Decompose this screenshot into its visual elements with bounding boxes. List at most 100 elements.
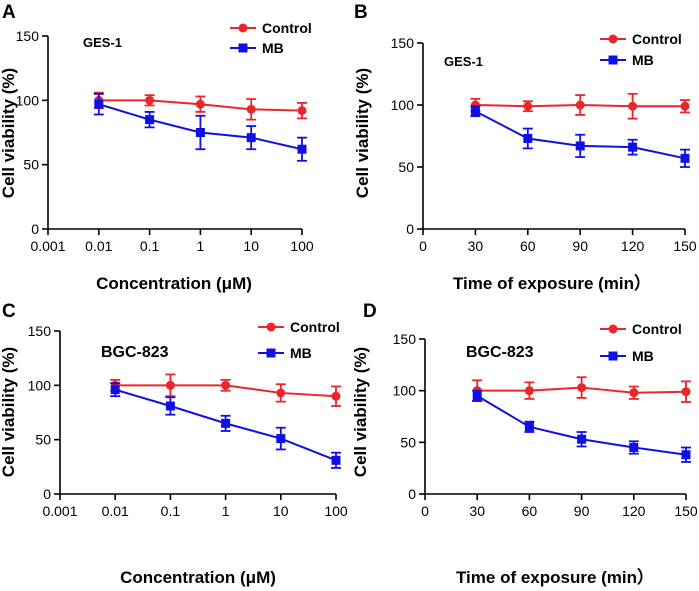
data-point	[331, 391, 341, 401]
data-point	[165, 380, 175, 390]
legend-marker	[608, 324, 618, 334]
x-tick-label: 100	[290, 238, 314, 254]
data-point	[523, 101, 533, 111]
x-tick-label: 60	[520, 238, 536, 254]
data-point	[629, 443, 639, 452]
x-axis-label: Time of exposure (min）	[453, 273, 651, 293]
cell-line-title: BGC-823	[466, 344, 534, 361]
y-axis-label: Cell viability (%)	[0, 68, 18, 198]
series-control	[472, 376, 691, 403]
legend-label: MB	[290, 345, 312, 361]
cell-line-title: GES-1	[83, 35, 122, 50]
y-tick-label: 50	[400, 434, 416, 450]
legend: Control MB	[258, 319, 340, 361]
data-point	[470, 106, 480, 116]
legend-marker	[266, 348, 276, 358]
data-point	[577, 383, 587, 393]
data-point	[246, 133, 256, 143]
x-tick-label: 150	[673, 238, 697, 254]
data-point	[276, 388, 286, 398]
data-point	[524, 422, 534, 432]
legend: Control MB	[230, 20, 312, 56]
x-tick-label: 0.001	[42, 503, 77, 519]
y-tick-label: 0	[408, 486, 416, 502]
x-tick-label: 30	[468, 238, 484, 254]
x-tick-label: 60	[522, 503, 538, 519]
x-tick-label: 0.1	[161, 503, 181, 519]
legend-marker	[238, 23, 248, 33]
legend-label: MB	[632, 348, 654, 364]
legend-label: Control	[262, 20, 312, 36]
panel-letter: B	[354, 2, 368, 23]
cell-line-title: BGC-823	[101, 344, 169, 361]
data-point	[680, 153, 690, 163]
panel-letter: A	[2, 2, 16, 23]
data-point	[681, 450, 691, 460]
data-point	[246, 104, 256, 114]
x-tick-label: 100	[324, 503, 348, 519]
series-control	[470, 92, 690, 120]
legend-label: Control	[290, 319, 340, 335]
y-tick-label: 100	[28, 377, 52, 393]
x-tick-label: 90	[574, 503, 590, 519]
x-tick-label: 1	[222, 503, 230, 519]
data-point	[297, 144, 307, 154]
data-point	[110, 385, 120, 395]
y-axis-label: Cell viability (%)	[353, 68, 372, 198]
series-mb	[93, 93, 307, 162]
data-point	[680, 101, 690, 111]
x-tick-label: 0	[419, 238, 427, 254]
x-tick-label: 10	[243, 238, 259, 254]
y-tick-label: 0	[406, 221, 414, 237]
legend-marker	[608, 351, 618, 361]
y-tick-label: 100	[16, 92, 40, 108]
legend-label: MB	[262, 40, 284, 56]
data-point	[195, 128, 205, 137]
panel-b: B 0 50 100 150 0 30 60 90 120 150 Cell viability (%…	[353, 2, 697, 293]
legend: Control MB	[600, 31, 682, 68]
y-tick-label: 150	[16, 28, 40, 44]
data-point	[276, 434, 286, 444]
data-point	[94, 99, 104, 109]
y-tick-label: 150	[28, 323, 52, 339]
x-axis-label: Time of exposure (min）	[456, 567, 654, 587]
data-point	[145, 95, 155, 105]
x-tick-label: 120	[621, 238, 645, 254]
data-point	[221, 418, 231, 428]
data-point	[575, 100, 585, 110]
legend-label: Control	[632, 321, 682, 337]
x-tick-label: 0.1	[140, 238, 160, 254]
data-point	[523, 133, 533, 143]
data-point	[472, 391, 482, 401]
legend-marker	[608, 55, 618, 65]
legend-label: Control	[632, 31, 682, 47]
x-tick-label: 0	[421, 503, 429, 519]
x-tick-label: 10	[273, 503, 289, 519]
series-mb	[110, 382, 341, 469]
x-tick-label: 30	[469, 503, 485, 519]
panel-c: C 0 50 100 150 0.001 0.01 0.1 1 10 100 Cell viabili…	[0, 301, 348, 587]
series-mb	[472, 389, 691, 463]
data-point	[524, 386, 534, 396]
legend: Control MB	[600, 321, 682, 364]
data-point	[628, 101, 638, 111]
data-point	[145, 115, 155, 125]
x-tick-label: 0.01	[102, 503, 129, 519]
y-tick-label: 50	[398, 159, 414, 175]
x-tick-label: 1	[197, 238, 205, 254]
panel-d: D 0 50 100 150 0 30 60 90 120 150 Cell viability (%…	[351, 301, 698, 587]
data-point	[165, 401, 175, 411]
y-tick-label: 0	[43, 486, 51, 502]
y-tick-label: 0	[31, 221, 39, 237]
y-axis-label: Cell viability (%)	[0, 347, 18, 477]
y-tick-label: 150	[393, 331, 417, 347]
data-point	[195, 99, 205, 109]
y-tick-label: 50	[35, 432, 51, 448]
panel-letter: C	[2, 301, 16, 322]
x-axis-label: Concentration (μM)	[96, 274, 252, 293]
y-axis-label: Cell viability (%)	[351, 347, 370, 477]
data-point	[681, 387, 691, 397]
series-mb	[470, 105, 690, 168]
legend-marker	[238, 43, 248, 53]
